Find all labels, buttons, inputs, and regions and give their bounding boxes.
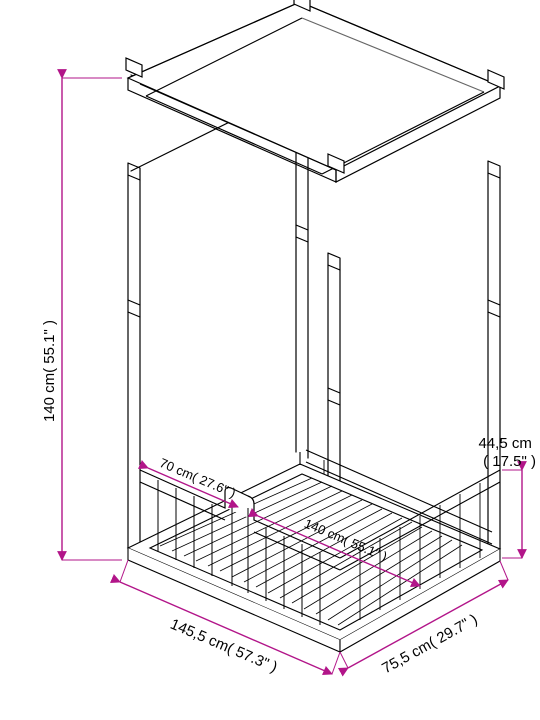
- label-height-side-b: ( 17.5" ): [483, 453, 536, 470]
- canopy-top: [128, 2, 500, 182]
- label-height-total: 140 cm( 55.1" ): [41, 320, 58, 422]
- label-depth: 145,5 cm( 57.3" ): [168, 616, 280, 676]
- dimension-diagram: 140 cm( 55.1" ) 44,5 cm ( 17.5" ) 75,5 c…: [0, 0, 540, 720]
- label-height-side-a: 44,5 cm: [478, 435, 531, 452]
- svg-text:44,5 cm ( 17.5" ): 44,5 cm ( 17.5" ): [478, 435, 536, 470]
